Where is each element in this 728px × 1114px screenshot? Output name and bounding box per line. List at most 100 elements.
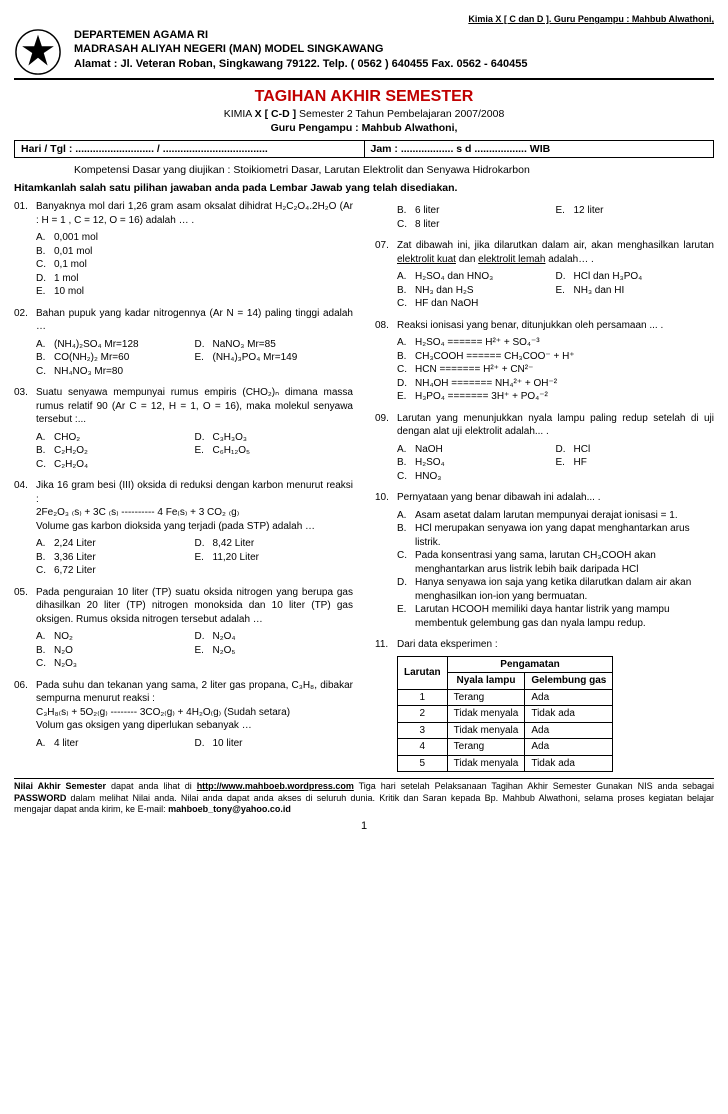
question-body: B.6 literE.12 literC.8 liter xyxy=(397,200,714,231)
crest-emblem xyxy=(14,28,62,76)
option-letter: E. xyxy=(397,603,415,630)
option-letter: B. xyxy=(36,245,54,259)
option-letter: C. xyxy=(36,365,54,379)
question-number: 08. xyxy=(375,319,397,404)
page-number: 1 xyxy=(14,820,714,832)
question: 02.Bahan pupuk yang kadar nitrogennya (A… xyxy=(14,307,353,379)
question-text: Pada penguraian 10 liter (TP) suatu oksi… xyxy=(36,586,353,627)
option-text: 3,36 Liter xyxy=(54,551,195,565)
option-text: C₂H₂O₂ xyxy=(54,444,195,458)
option-text: Larutan HCOOH memiliki daya hantar listr… xyxy=(415,603,714,630)
question-text: Banyaknya mol dari 1,26 gram asam oksala… xyxy=(36,200,353,227)
question-number: 07. xyxy=(375,239,397,311)
question-body: Larutan yang menunjukkan nyala lampu pal… xyxy=(397,412,714,484)
option-letter: C. xyxy=(36,458,54,472)
data-table: LarutanPengamatanNyala lampuGelembung ga… xyxy=(397,656,613,773)
question-body: Zat dibawah ini, jika dilarutkan dalam a… xyxy=(397,239,714,311)
option-letter: D. xyxy=(195,431,213,445)
option-letter: C. xyxy=(397,218,415,232)
option-text: NaNO₃ Mr=85 xyxy=(213,338,354,352)
question-body: Dari data eksperimen :LarutanPengamatanN… xyxy=(397,638,714,772)
question: 03.Suatu senyawa mempunyai rumus empiris… xyxy=(14,386,353,471)
option-letter: B. xyxy=(397,204,415,218)
option-letter: D. xyxy=(397,576,415,603)
question: 08.Reaksi ionisasi yang benar, ditunjukk… xyxy=(375,319,714,404)
subject-line: KIMIA X [ C-D ] Semester 2 Tahun Pembela… xyxy=(14,108,714,120)
option-text: HCl merupakan senyawa ion yang dapat men… xyxy=(415,522,714,549)
question-number xyxy=(375,200,397,231)
option-text: NaOH xyxy=(415,443,556,457)
option-letter: B. xyxy=(36,444,54,458)
option-letter: B. xyxy=(397,456,415,470)
questions-columns: 01.Banyaknya mol dari 1,26 gram asam oks… xyxy=(14,200,714,772)
option-letter: C. xyxy=(397,363,415,377)
footer-note: Nilai Akhir Semester dapat anda lihat di… xyxy=(14,778,714,816)
option-text: 6 liter xyxy=(415,204,556,218)
question-text: Zat dibawah ini, jika dilarutkan dalam a… xyxy=(397,239,714,266)
option-text: HCl dan H₃PO₄ xyxy=(574,270,715,284)
option-text: C₆H₁₂O₅ xyxy=(213,444,354,458)
option-letter: A. xyxy=(36,231,54,245)
date-field: Hari / Tgl : ...........................… xyxy=(14,140,364,158)
question-text: Suatu senyawa mempunyai rumus empiris (C… xyxy=(36,386,353,427)
question-number: 03. xyxy=(14,386,36,471)
main-title: TAGIHAN AKHIR SEMESTER xyxy=(14,88,714,106)
question-body: Pada penguraian 10 liter (TP) suatu oksi… xyxy=(36,586,353,671)
option-text: Hanya senyawa ion saja yang ketika dilar… xyxy=(415,576,714,603)
course-header-line: Kimia X [ C dan D ]. Guru Pengampu : Mah… xyxy=(14,14,714,24)
question-number: 06. xyxy=(14,679,36,751)
question-text: Larutan yang menunjukkan nyala lampu pal… xyxy=(397,412,714,439)
option-letter: A. xyxy=(36,338,54,352)
option-letter: C. xyxy=(397,549,415,576)
option-letter: D. xyxy=(195,737,213,751)
option-text: HF dan NaOH xyxy=(415,297,556,311)
question-number: 09. xyxy=(375,412,397,484)
option-text: CH₃COOH ====== CH₃COO⁻ + H⁺ xyxy=(415,350,714,364)
option-text: NH₃ dan HI xyxy=(574,284,715,298)
option-text: H₂SO₄ dan HNO₃ xyxy=(415,270,556,284)
option-text: 1 mol xyxy=(54,272,353,286)
option-text: 6,72 Liter xyxy=(54,564,195,578)
question-number: 01. xyxy=(14,200,36,299)
option-text: CO(NH₂)₂ Mr=60 xyxy=(54,351,195,365)
time-field: Jam : .................. s d ...........… xyxy=(364,140,715,158)
option-text: 10 mol xyxy=(54,285,353,299)
option-text: H₂SO₄ ====== H²⁺ + SO₄⁻³ xyxy=(415,336,714,350)
question: 10.Pernyataan yang benar dibawah ini ada… xyxy=(375,491,714,630)
option-letter: C. xyxy=(397,297,415,311)
option-text: 0,1 mol xyxy=(54,258,353,272)
option-letter: B. xyxy=(36,351,54,365)
option-letter: A. xyxy=(36,537,54,551)
option-letter: E. xyxy=(195,551,213,565)
option-text: H₃PO₄ ======= 3H⁺ + PO₄⁻² xyxy=(415,390,714,404)
option-text: NH₃ dan H₂S xyxy=(415,284,556,298)
option-text: NH₄OH ======= NH₄²⁺ + OH⁻² xyxy=(415,377,714,391)
option-text: C₃H₃O₃ xyxy=(213,431,354,445)
option-letter: E. xyxy=(556,204,574,218)
option-letter: B. xyxy=(397,350,415,364)
option-letter: E. xyxy=(556,284,574,298)
instruction-line: Hitamkanlah salah satu pilihan jawaban a… xyxy=(14,182,714,194)
option-letter: E. xyxy=(195,351,213,365)
option-text: HCl xyxy=(574,443,715,457)
option-text: N₂O xyxy=(54,644,195,658)
option-letter: A. xyxy=(397,270,415,284)
question: 05.Pada penguraian 10 liter (TP) suatu o… xyxy=(14,586,353,671)
option-letter: B. xyxy=(397,284,415,298)
question: 07.Zat dibawah ini, jika dilarutkan dala… xyxy=(375,239,714,311)
option-text: 2,24 Liter xyxy=(54,537,195,551)
question-text: Pernyataan yang benar dibawah ini adalah… xyxy=(397,491,714,505)
option-letter: B. xyxy=(397,522,415,549)
school-address: Alamat : Jl. Veteran Roban, Singkawang 7… xyxy=(74,57,527,71)
option-text: HNO₃ xyxy=(415,470,556,484)
option-text: Asam asetat dalam larutan mempunyai dera… xyxy=(415,509,714,523)
question-body: Bahan pupuk yang kadar nitrogennya (Ar N… xyxy=(36,307,353,379)
option-letter: E. xyxy=(556,456,574,470)
question-body: Pada suhu dan tekanan yang sama, 2 liter… xyxy=(36,679,353,751)
option-text: 11,20 Liter xyxy=(213,551,354,565)
question-text: Pada suhu dan tekanan yang sama, 2 liter… xyxy=(36,679,353,733)
option-text: 4 liter xyxy=(54,737,195,751)
option-text: (NH₄)₃PO₄ Mr=149 xyxy=(213,351,354,365)
option-letter: C. xyxy=(397,470,415,484)
question-number: 11. xyxy=(375,638,397,772)
